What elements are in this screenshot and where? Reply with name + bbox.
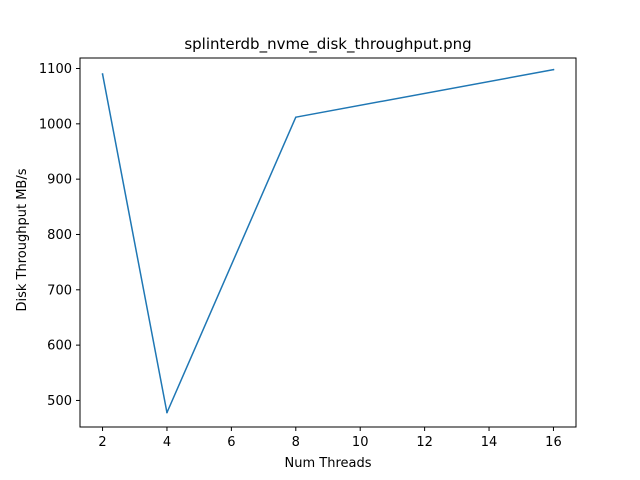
y-axis-ticks: 500 600 700 800 900 1000 1100: [39, 62, 80, 409]
data-point-0-0: [101, 73, 104, 75]
x-tick-label: 4: [163, 435, 171, 450]
x-tick-label: 2: [98, 435, 106, 450]
x-tick-label: 6: [227, 435, 235, 450]
plot-area: 2 4 6 8 10 12 14 16 500 600 700 800 900 1000 1100: [39, 57, 577, 450]
series-line-0: [101, 68, 555, 414]
y-axis-label: Disk Throughput MB/s: [15, 168, 30, 311]
y-tick-label: 500: [47, 394, 72, 409]
data-point-0-2: [295, 116, 297, 118]
data-point-0-1: [166, 411, 168, 414]
series-group: [101, 68, 555, 414]
x-tick-label: 12: [416, 435, 433, 450]
y-tick-label: 700: [47, 283, 72, 298]
x-tick-label: 16: [545, 435, 562, 450]
y-tick-label: 900: [47, 173, 72, 188]
x-tick-label: 8: [292, 435, 300, 450]
y-tick-label: 800: [47, 228, 72, 243]
y-tick-label: 1000: [39, 117, 72, 132]
y-tick-label: 600: [47, 339, 72, 354]
x-tick-label: 10: [352, 435, 369, 450]
y-tick-label: 1100: [39, 62, 72, 77]
x-tick-label: 14: [481, 435, 498, 450]
plot-frame: [79, 57, 577, 428]
x-axis-ticks: 2 4 6 8 10 12 14 16: [98, 427, 562, 450]
x-axis-label: Num Threads: [285, 456, 372, 471]
chart-title: splinterdb_nvme_disk_throughput.png: [184, 35, 471, 54]
data-point-0-3: [552, 68, 555, 71]
